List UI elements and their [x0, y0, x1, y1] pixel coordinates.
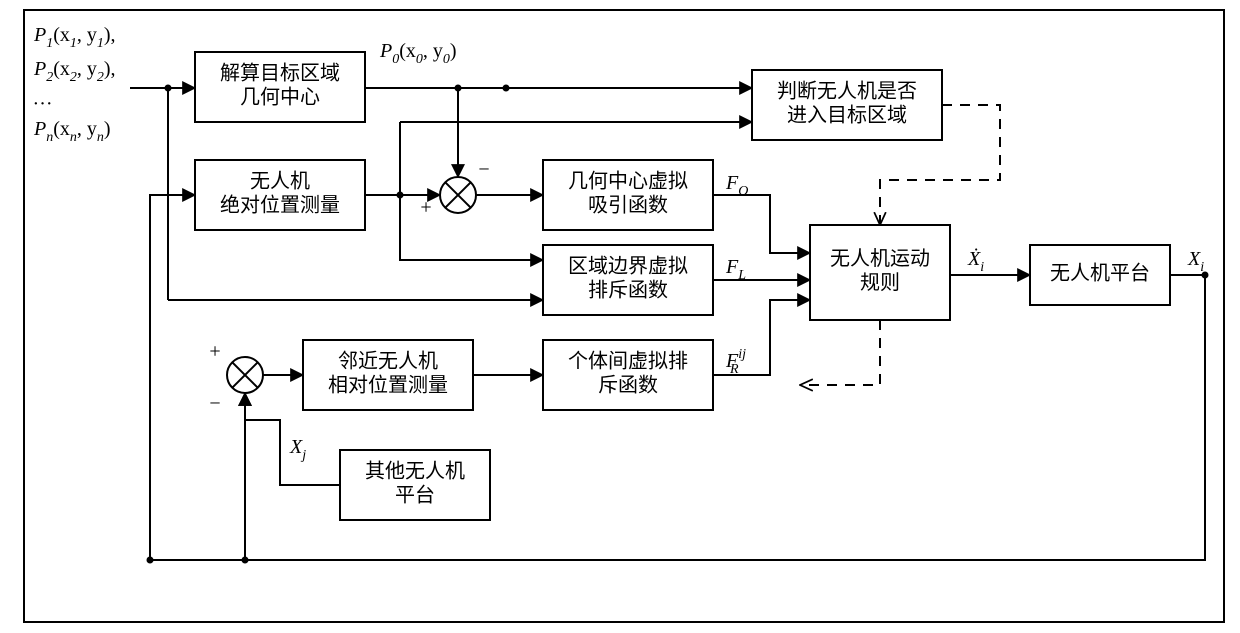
summer-s2: +− — [209, 341, 263, 415]
node-label: 几何中心 — [240, 86, 320, 109]
node-n_judge: 判断无人机是否进入目标区域 — [752, 70, 942, 140]
edge-label-Xi: Xi — [1187, 248, 1204, 275]
input-label-1: P2(x2, y2), — [33, 58, 116, 85]
input-label-3: Pn(xn, yn) — [33, 118, 111, 145]
node-label: 几何中心虚拟 — [568, 170, 688, 193]
node-label: 区域边界虚拟 — [568, 255, 688, 278]
node-n_rules: 无人机运动规则 — [810, 225, 950, 320]
svg-text:+: + — [209, 341, 220, 363]
junction-dot — [397, 192, 404, 199]
node-label: 无人机运动 — [830, 247, 930, 270]
node-label: 个体间虚拟排 — [568, 350, 688, 373]
edge-attract-to-rules — [713, 195, 810, 253]
edge-label-P0: P0(x0, y0) — [379, 40, 457, 67]
junction-dot — [242, 557, 249, 564]
node-label: 排斥函数 — [588, 279, 668, 302]
node-n_center: 解算目标区域几何中心 — [195, 52, 365, 122]
svg-text:−: − — [209, 393, 220, 415]
node-label: 相对位置测量 — [328, 374, 448, 397]
node-label: 解算目标区域 — [220, 62, 340, 85]
node-label: 规则 — [860, 271, 900, 294]
block-diagram-canvas: +−+−解算目标区域几何中心无人机绝对位置测量邻近无人机相对位置测量其他无人机平… — [0, 0, 1240, 633]
node-label: 吸引函数 — [588, 194, 668, 217]
node-label: 其他无人机 — [365, 460, 465, 483]
input-label-2: … — [34, 88, 52, 110]
node-n_other: 其他无人机平台 — [340, 450, 490, 520]
node-n_inter: 个体间虚拟排斥函数 — [543, 340, 713, 410]
junction-dot — [165, 85, 172, 92]
input-label-0: P1(x1, y1), — [33, 24, 116, 51]
edge-label-Xj: Xj — [289, 436, 306, 463]
node-label: 判断无人机是否 — [777, 80, 917, 103]
node-label: 无人机平台 — [1050, 262, 1150, 285]
node-label: 无人机 — [250, 170, 310, 193]
edge-label-FL: FL — [725, 256, 746, 283]
node-label: 斥函数 — [598, 374, 658, 397]
edge-label-Xdot: Ẋi — [967, 247, 984, 275]
svg-text:+: + — [420, 197, 431, 219]
node-label: 绝对位置测量 — [220, 194, 340, 217]
edge-feedback-main-down — [150, 275, 1205, 560]
summer-s1: +− — [420, 159, 489, 219]
node-label: 邻近无人机 — [338, 350, 438, 373]
junction-dot — [455, 85, 462, 92]
node-n_platform: 无人机平台 — [1030, 245, 1170, 305]
node-n_attract: 几何中心虚拟吸引函数 — [543, 160, 713, 230]
edge-dashed-judge-to-fr-dash — [800, 320, 880, 385]
edge-feedback-to-abspos — [150, 195, 195, 560]
node-label: 平台 — [395, 484, 435, 507]
junction-dot — [147, 557, 154, 564]
edge-label-FR: FijR — [725, 347, 746, 377]
node-label: 进入目标区域 — [787, 104, 907, 127]
node-n_boundary: 区域边界虚拟排斥函数 — [543, 245, 713, 315]
node-n_relpos: 邻近无人机相对位置测量 — [303, 340, 473, 410]
node-n_abspos: 无人机绝对位置测量 — [195, 160, 365, 230]
junction-dot — [503, 85, 510, 92]
svg-text:−: − — [478, 159, 489, 181]
